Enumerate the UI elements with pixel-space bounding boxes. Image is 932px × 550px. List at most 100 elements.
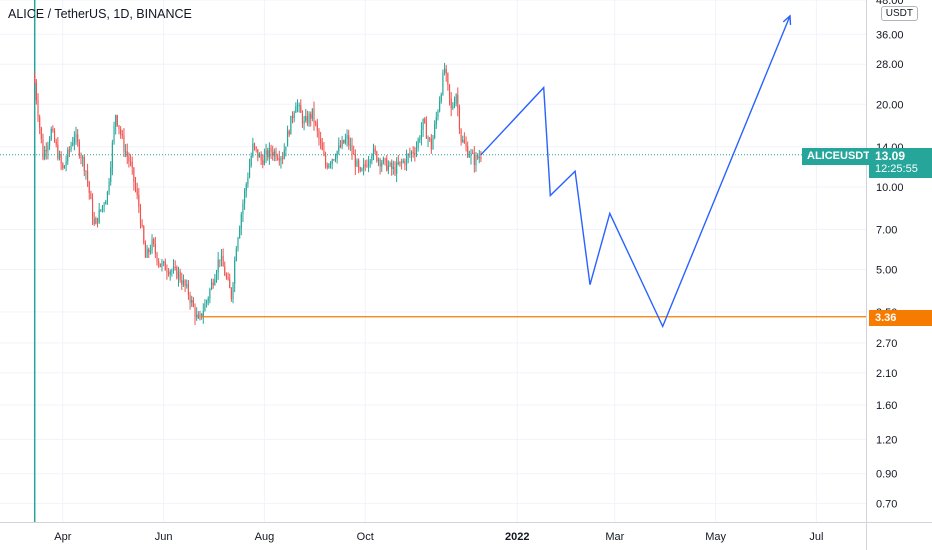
candle-140 [265,143,267,163]
candle-141 [267,147,269,161]
candle-body [106,191,109,202]
candle-185 [339,140,342,149]
candle-body [257,149,259,158]
y-tick-label-9: 2.70 [876,338,897,350]
candle-body [138,195,140,207]
candle-162 [301,110,304,128]
candle-body [172,266,175,271]
candle-78 [163,260,165,267]
candle-body [128,156,130,162]
candle-87 [177,266,180,287]
candle-body [296,105,299,107]
candle-173 [320,131,322,150]
candle-51 [118,125,120,135]
candle-40 [100,209,102,213]
candle-48 [113,121,115,145]
candle-body [268,147,270,158]
candle-body [410,151,413,155]
candle-body [475,155,477,166]
candle-body [123,135,125,152]
candle-25 [75,126,77,145]
candle-257 [458,104,461,134]
candle-109 [214,274,216,286]
candle-body [42,139,44,159]
y-tick-label-5: 10.00 [876,182,904,194]
candle-body [334,158,337,160]
candle-99 [197,311,199,320]
candle-186 [341,135,343,150]
candle-106 [209,287,211,304]
candle-191 [349,137,351,152]
candle-164 [305,108,307,123]
candle-129 [247,172,249,188]
candle-55 [125,144,127,158]
candle-body [293,112,295,119]
candle-113 [220,249,223,267]
candle-27 [78,139,80,159]
candle-body [442,73,444,95]
candle-body [260,154,262,161]
candle-193 [353,145,355,155]
candle-body [437,111,439,118]
candle-body [295,106,297,113]
candle-138 [262,153,264,169]
candle-body [78,141,80,156]
candle-body [194,306,196,318]
candle-body [156,253,158,262]
candle-body [434,124,436,138]
candle-259 [462,135,464,144]
candle-13 [55,138,57,148]
candle-body [480,157,482,160]
candle-body [189,295,191,303]
candle-body [376,151,378,162]
candle-178 [328,163,330,169]
candle-body [467,146,469,157]
candle-body [313,108,315,123]
candle-115 [224,261,226,276]
candle-128 [245,182,247,198]
candle-32 [87,163,89,187]
candle-body [58,154,61,159]
candle-body [359,167,361,171]
currency-unit-button[interactable]: USDT [880,6,918,21]
candle-94 [189,291,191,310]
candle-214 [387,160,389,175]
candle-105 [207,296,209,306]
candle-26 [77,129,79,147]
candle-body [96,217,99,223]
candle-body [425,122,427,139]
candle-body [143,226,145,244]
candle-body [273,151,275,156]
candle-body [67,149,69,162]
candle-229 [412,146,414,158]
candle-270 [480,150,482,163]
candle-65 [141,219,143,228]
candle-body [409,154,411,156]
candle-10 [50,126,52,142]
candle-body [120,129,122,135]
candle-230 [414,146,416,162]
candle-227 [409,147,411,158]
candle-body [315,122,317,124]
candle-171 [316,118,318,138]
candle-201 [366,159,368,168]
candle-137 [260,151,262,165]
x-tick-label-6: May [705,531,726,543]
candle-262 [467,141,469,159]
candle-210 [381,159,383,172]
y-tick-label-0: 48.00 [876,0,904,7]
candle-93 [187,280,189,300]
candle-39 [98,202,100,225]
candle-body [148,249,150,253]
projection-path [480,14,792,329]
candle-body [250,156,252,166]
candle-body [445,68,447,74]
candle-body [394,167,396,174]
candle-body [214,279,216,285]
candle-53 [121,129,123,139]
candle-224 [404,158,406,171]
candle-body [443,68,446,74]
candle-220 [397,154,399,166]
candle-body [429,137,431,140]
